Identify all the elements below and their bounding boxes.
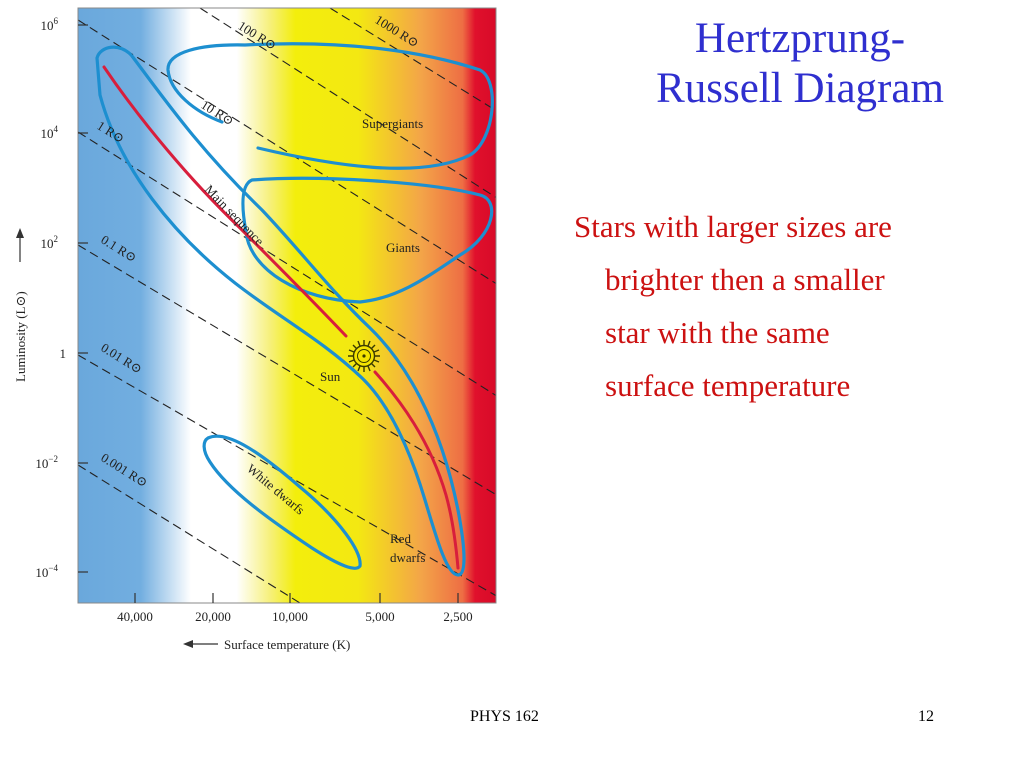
x-tick-label: 40,000 bbox=[117, 609, 153, 624]
x-axis: 40,000 20,000 10,000 5,000 2,500 Surface… bbox=[117, 593, 473, 652]
hr-diagram: 1000 R⊙ 100 R⊙ 10 R⊙ 1 R⊙ 0.1 R⊙ 0.01 R⊙… bbox=[13, 7, 497, 652]
x-tick-label: 10,000 bbox=[272, 609, 308, 624]
y-tick-label: 10−4 bbox=[35, 563, 58, 580]
y-tick-label: 10−2 bbox=[35, 454, 58, 471]
radius-line-0.001 bbox=[78, 464, 301, 603]
plot-frame bbox=[77, 7, 497, 604]
radius-line-1000 bbox=[329, 8, 496, 112]
x-tick-label: 20,000 bbox=[195, 609, 231, 624]
body-line: brighter then a smaller bbox=[605, 262, 885, 297]
main-sequence-line bbox=[102, 65, 460, 570]
sun-label: Sun bbox=[320, 369, 341, 384]
footer-page-number: 12 bbox=[918, 708, 934, 725]
slide-title-line2: Russell Diagram bbox=[656, 65, 944, 112]
x-tick-label: 2,500 bbox=[443, 609, 472, 624]
y-axis-label: Luminosity (L⊙) bbox=[13, 291, 28, 382]
body-line: surface temperature bbox=[605, 368, 851, 403]
body-line: star with the same bbox=[605, 315, 830, 350]
slide-title-line1: Hertzprung- bbox=[694, 15, 906, 62]
supergiants-label: Supergiants bbox=[362, 116, 423, 131]
sun-marker bbox=[348, 340, 380, 372]
supergiants-outline bbox=[166, 42, 494, 170]
y-tick-label: 104 bbox=[41, 124, 59, 141]
y-tick-label: 106 bbox=[41, 16, 59, 33]
red-dwarfs-label-line1: Red bbox=[390, 531, 411, 546]
y-tick-label: 102 bbox=[41, 234, 59, 251]
y-axis-arrowhead-icon bbox=[16, 228, 24, 238]
giants-label: Giants bbox=[386, 240, 420, 255]
slide-title: Hertzprung- Russell Diagram bbox=[590, 14, 1010, 114]
radius-line-100 bbox=[199, 8, 496, 199]
footer-course-label: PHYS 162 bbox=[470, 708, 539, 725]
x-axis-label: Surface temperature (K) bbox=[224, 637, 350, 652]
main-sequence-outline bbox=[95, 45, 466, 577]
x-axis-arrowhead-icon bbox=[183, 640, 193, 648]
y-tick-label: 1 bbox=[60, 346, 67, 361]
y-axis: 106 104 102 1 10−2 10−4 Luminosity (L⊙) bbox=[13, 16, 88, 580]
temperature-color-band bbox=[78, 8, 496, 603]
red-dwarfs-label-line2: dwarfs bbox=[390, 550, 425, 565]
body-line: Stars with larger sizes are bbox=[574, 209, 892, 244]
star-region-outlines bbox=[95, 42, 494, 577]
x-tick-label: 5,000 bbox=[365, 609, 394, 624]
slide-body-text: Stars with larger sizes are brighter the… bbox=[574, 200, 1004, 412]
white-dwarfs-outline bbox=[202, 434, 362, 570]
